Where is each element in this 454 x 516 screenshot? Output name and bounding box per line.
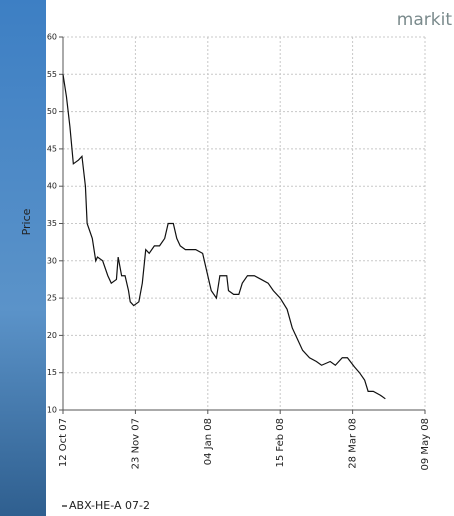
x-tick-label: 04 Jan 08	[203, 418, 214, 465]
x-tick-label: 23 Nov 07	[130, 418, 141, 469]
x-tick-label: 09 May 08	[420, 418, 431, 470]
x-tick-label: 15 Feb 08	[275, 418, 286, 468]
y-tick-label: 60	[47, 33, 57, 42]
side-background	[0, 0, 46, 516]
x-tick-label: 28 Mar 08	[348, 418, 359, 469]
logo: markit	[397, 10, 453, 30]
y-tick-label: 15	[47, 368, 57, 377]
data-line	[62, 74, 386, 400]
y-tick-label: 50	[47, 107, 57, 116]
y-tick-label: 10	[47, 406, 57, 415]
legend-label: ABX-HE-A 07-2	[69, 499, 150, 512]
y-axis-label: Price	[20, 208, 33, 235]
x-tick-label: 12 Oct 07	[58, 418, 69, 467]
y-tick-label: 35	[47, 219, 57, 228]
y-tick-label: 30	[47, 256, 57, 265]
y-tick-label: 20	[47, 331, 57, 340]
y-tick-label: 40	[47, 182, 57, 191]
y-tick-label: 25	[47, 294, 57, 303]
y-tick-label: 55	[47, 70, 57, 79]
panel	[46, 0, 454, 516]
y-tick-label: 45	[47, 144, 57, 153]
